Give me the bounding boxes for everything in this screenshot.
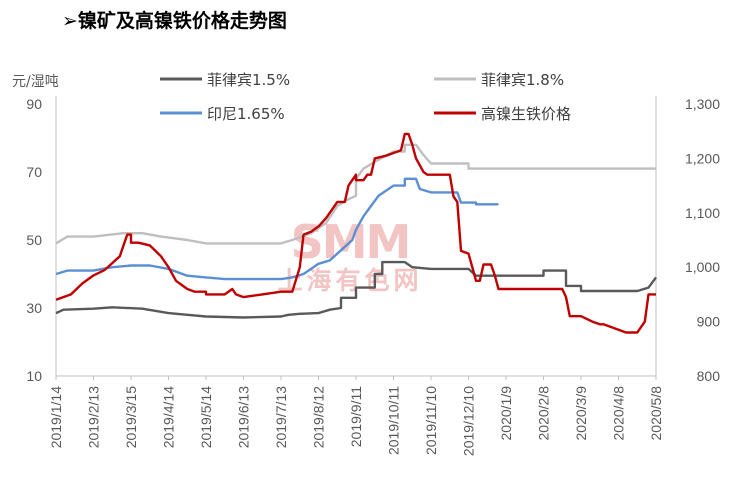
legend-label: 菲律宾1.8% bbox=[481, 71, 564, 89]
watermark-name: 上海有色网 bbox=[277, 266, 422, 295]
left-tick-label: 90 bbox=[26, 96, 42, 112]
x-tick-label: 2019/12/10 bbox=[461, 386, 477, 456]
right-tick-label: 1,300 bbox=[685, 96, 720, 112]
left-tick-label: 70 bbox=[26, 164, 42, 180]
x-tick-label: 2019/11/10 bbox=[423, 386, 439, 455]
legend-label: 高镍生铁价格 bbox=[481, 105, 571, 123]
left-tick-label: 30 bbox=[26, 300, 42, 316]
legend-label: 菲律宾1.5% bbox=[207, 71, 290, 89]
chart-title: ➢镍矿及高镍铁价格走势图 bbox=[62, 10, 287, 32]
left-tick-label: 50 bbox=[26, 232, 42, 248]
x-tick-label: 2019/9/11 bbox=[348, 386, 364, 447]
series-line-0 bbox=[55, 260, 657, 319]
legend-label: 印尼1.65% bbox=[207, 105, 285, 123]
x-tick-label: 2019/3/15 bbox=[123, 386, 139, 448]
x-tick-label: 2019/1/14 bbox=[48, 386, 64, 448]
right-tick-label: 1,100 bbox=[685, 205, 720, 221]
x-tick-label: 2020/2/8 bbox=[536, 386, 552, 441]
right-tick-label: 1,200 bbox=[685, 150, 720, 166]
x-tick-label: 2019/4/14 bbox=[161, 386, 177, 448]
right-tick-label: 800 bbox=[697, 368, 721, 384]
series-line-1 bbox=[55, 143, 656, 245]
left-axis-unit: 元/湿吨 bbox=[12, 74, 59, 90]
x-tick-label: 2019/6/13 bbox=[236, 386, 252, 448]
left-axis-ticks: 10 30 50 70 90 bbox=[26, 96, 42, 384]
smm-watermark: SMM 上海有色网 bbox=[277, 215, 422, 295]
x-tick-label: 2019/5/14 bbox=[198, 386, 214, 448]
right-axis-ticks: 800 900 1,000 1,100 1,200 1,300 bbox=[685, 96, 720, 384]
series-lines bbox=[55, 132, 657, 334]
x-tick-label: 2020/1/9 bbox=[498, 386, 514, 441]
series-line-3 bbox=[55, 132, 656, 334]
x-axis-ticks: 2019/1/14 2019/2/13 2019/3/15 2019/4/14 2019… bbox=[48, 376, 664, 456]
x-tick-label: 2020/4/8 bbox=[611, 386, 627, 441]
x-tick-label: 2020/3/9 bbox=[573, 386, 589, 441]
right-tick-label: 1,000 bbox=[685, 259, 720, 275]
x-tick-label: 2019/2/13 bbox=[86, 386, 102, 448]
x-tick-label: 2019/10/11 bbox=[386, 386, 402, 455]
series-line-2 bbox=[55, 177, 499, 281]
right-tick-label: 900 bbox=[697, 314, 721, 330]
x-tick-label: 2020/5/8 bbox=[648, 386, 664, 441]
legend: 菲律宾1.5% 菲律宾1.8% 印尼1.65% 高镍生铁价格 bbox=[160, 71, 571, 123]
x-tick-label: 2019/7/13 bbox=[273, 386, 289, 448]
x-tick-label: 2019/8/12 bbox=[311, 386, 327, 448]
left-tick-label: 10 bbox=[26, 368, 42, 384]
